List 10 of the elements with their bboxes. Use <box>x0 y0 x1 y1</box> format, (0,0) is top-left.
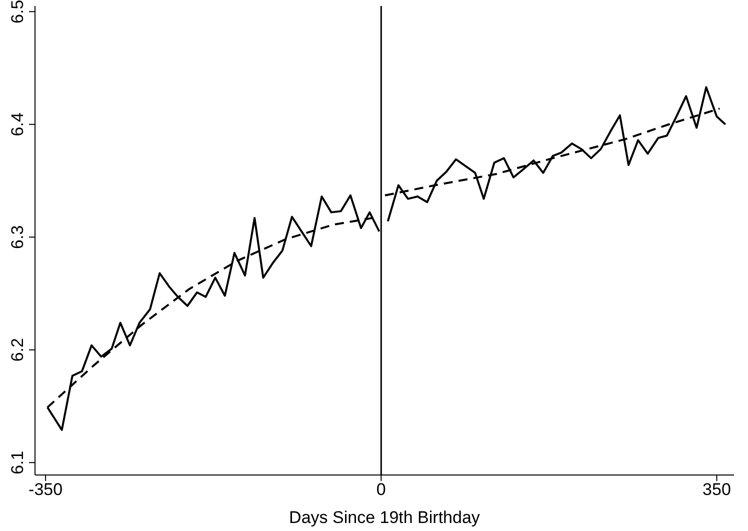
x-tick-label: 350 <box>702 480 731 500</box>
y-tick-label: 6.5 <box>8 0 27 24</box>
x-axis-title: Days Since 19th Birthday <box>289 508 480 527</box>
y-tick-label: 6.4 <box>8 112 27 136</box>
y-tick-label: 6.3 <box>8 225 27 249</box>
line-series <box>386 86 726 222</box>
y-tick-label: 6.2 <box>8 338 27 362</box>
x-tick-label: -350 <box>28 480 63 500</box>
y-tick-label: 6.1 <box>8 450 27 474</box>
x-tick-label: 0 <box>376 480 386 500</box>
